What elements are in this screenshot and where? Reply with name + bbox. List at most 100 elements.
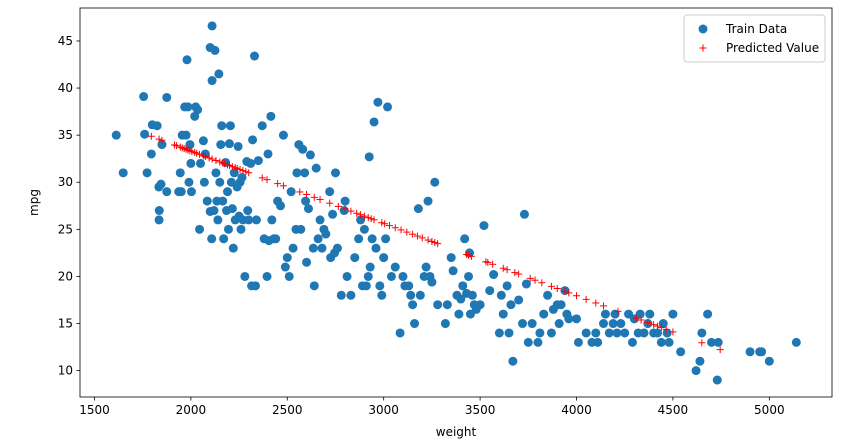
train-data-point (248, 135, 258, 145)
predicted-value-point (212, 156, 220, 164)
train-data-point (301, 196, 311, 206)
train-data-point (111, 130, 121, 140)
predicted-value-point (484, 258, 492, 266)
train-data-point (498, 309, 508, 319)
train-data-point (442, 300, 452, 310)
train-data-point (215, 177, 225, 187)
train-data-point (342, 271, 352, 281)
train-data-point (546, 328, 556, 338)
train-data-point (652, 328, 662, 338)
predicted-value-point (158, 136, 166, 144)
train-data-point (296, 224, 306, 234)
predicted-value-point (413, 232, 421, 240)
predicted-value-point (397, 226, 405, 234)
legend-circle-marker-icon (698, 24, 708, 34)
train-data-point (371, 243, 381, 253)
train-data-point (271, 234, 281, 244)
predicted-value-point (310, 193, 318, 201)
train-data-point (214, 69, 224, 79)
train-data-point (309, 281, 319, 291)
train-data-point (508, 356, 518, 366)
train-data-point (415, 290, 425, 300)
train-data-point (325, 187, 335, 197)
predicted-value-point (205, 154, 213, 162)
predicted-value-point (201, 152, 209, 160)
train-data-point (251, 215, 261, 225)
train-data-point (262, 271, 272, 281)
train-data-point (162, 92, 172, 102)
train-data-point (300, 168, 310, 178)
train-data-point (181, 130, 191, 140)
train-data-point (379, 253, 389, 263)
train-data-point (564, 314, 574, 324)
plot-frame (79, 7, 833, 398)
train-data-point (225, 121, 235, 131)
train-data-point (791, 337, 801, 347)
train-data-point (243, 206, 253, 216)
train-data-point (573, 337, 583, 347)
predicted-value-point (236, 166, 244, 174)
predicted-value-point (316, 196, 324, 204)
predicted-value-point (431, 239, 439, 247)
train-data-point (199, 177, 209, 187)
train-data-point (209, 206, 219, 216)
train-data-point (712, 375, 722, 385)
train-data-point (365, 262, 375, 272)
predicted-value-point (303, 190, 311, 198)
predicted-value-point (716, 346, 724, 354)
x-tick-label: 2000 (176, 403, 207, 417)
predicted-value-point (538, 279, 546, 287)
train-data-point (691, 366, 701, 376)
train-data-point (340, 196, 350, 206)
train-data-point (257, 121, 267, 131)
train-data-point (599, 319, 609, 329)
legend: Train Data Predicted Value (683, 14, 826, 63)
train-data-point (627, 337, 637, 347)
predicted-value-point (489, 260, 497, 268)
train-data-point (572, 314, 582, 324)
train-data-point (479, 221, 489, 231)
y-tick-label: 10 (58, 364, 73, 378)
predicted-value-point (582, 295, 590, 303)
train-data-point (523, 337, 533, 347)
train-data-point (330, 168, 340, 178)
train-data-point (664, 337, 674, 347)
x-tick-label: 1500 (79, 403, 110, 417)
train-data-point (210, 45, 220, 55)
train-data-point (423, 196, 433, 206)
y-tick-label: 20 (58, 269, 73, 283)
train-data-point (298, 144, 308, 154)
y-tick-label: 40 (58, 81, 73, 95)
legend-plus-marker-icon (699, 44, 707, 52)
train-data-point (213, 215, 223, 225)
train-data-point (458, 281, 468, 291)
legend-plus-marker (699, 44, 707, 52)
train-data-point (364, 152, 374, 162)
x-tick-label: 3000 (368, 403, 399, 417)
train-data-point (280, 262, 290, 272)
predicted-value-point (698, 339, 706, 347)
train-data-point (383, 102, 393, 112)
train-data-point (502, 281, 512, 291)
train-data-point (373, 97, 383, 107)
train-data-point (313, 234, 323, 244)
train-data-point (703, 309, 713, 319)
train-data-point (697, 328, 707, 338)
train-data-point (250, 281, 260, 291)
train-data-point (377, 290, 387, 300)
train-data-point (253, 156, 263, 166)
train-data-point (223, 187, 233, 197)
predicted-value-point (216, 158, 224, 166)
train-data-point (639, 328, 649, 338)
train-data-point (154, 215, 164, 225)
y-tick-label: 45 (58, 34, 73, 48)
train-data-point (186, 158, 196, 168)
train-data-point (535, 328, 545, 338)
train-data-point (645, 309, 655, 319)
train-data-point (224, 139, 234, 149)
train-data-point (620, 328, 630, 338)
predicted-value-point (662, 325, 670, 333)
train-data-point (350, 253, 360, 263)
train-data-point (410, 319, 420, 329)
train-data-point (152, 121, 162, 131)
